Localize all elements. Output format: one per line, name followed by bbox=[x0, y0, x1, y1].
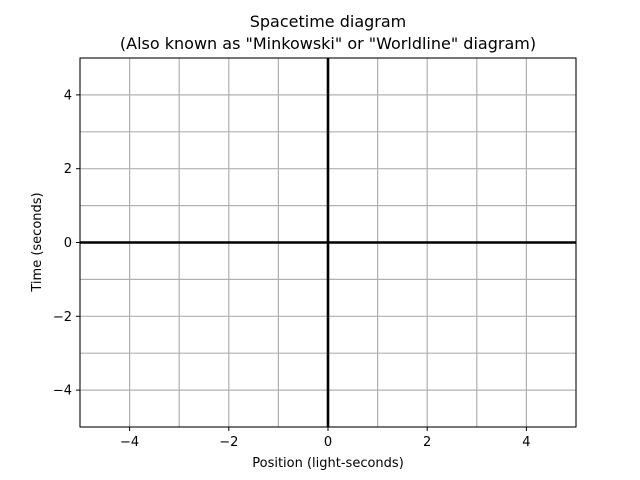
y-tick-label: 0 bbox=[64, 236, 72, 251]
y-tick-label: 2 bbox=[64, 162, 72, 177]
x-tick-label: 4 bbox=[522, 435, 530, 450]
x-tick-label: 2 bbox=[423, 435, 431, 450]
series-lines bbox=[80, 58, 576, 427]
chart-subtitle: (Also known as "Minkowski" or "Worldline… bbox=[120, 34, 536, 53]
y-tick-label: −4 bbox=[53, 384, 72, 399]
x-tick-label: −4 bbox=[120, 435, 139, 450]
y-tick-label: −2 bbox=[53, 310, 72, 325]
x-tick-label: 0 bbox=[324, 435, 332, 450]
x-tick-label: −2 bbox=[219, 435, 238, 450]
y-axis-label: Time (seconds) bbox=[30, 192, 45, 292]
y-tick-label: 4 bbox=[64, 88, 72, 103]
axis-ticks: −4 −2 0 2 4 −4 −2 0 2 4 bbox=[53, 88, 531, 450]
x-axis-label: Position (light-seconds) bbox=[252, 456, 404, 471]
chart-title: Spacetime diagram bbox=[250, 12, 407, 31]
